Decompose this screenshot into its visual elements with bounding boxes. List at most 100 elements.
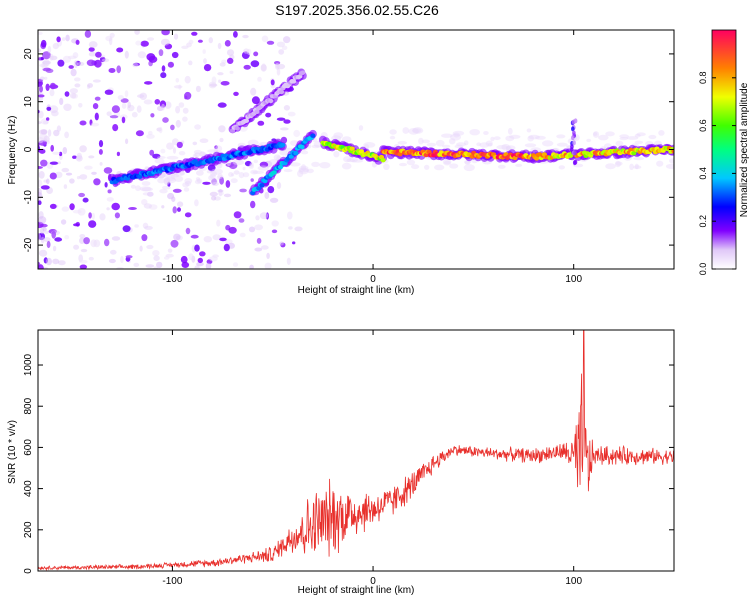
spectrogram-noise-blob [135,40,142,46]
spectrogram-noise-blob [167,61,174,68]
spectrogram-noise-blob [250,87,257,96]
spectrogram-haze-blob [346,158,356,163]
spectrogram-haze-blob [402,127,410,134]
spectrogram-noise-blob [250,60,260,68]
spectrogram-noise-blob [219,62,226,67]
spectrogram-noise-blob [125,255,133,259]
spectrogram-haze-blob [210,170,217,177]
spectrogram-noise-blob [78,192,85,198]
spectrogram-haze-blob [182,182,190,188]
spectrogram-noise-blob [261,63,267,71]
spectrogram-noise-blob [63,184,68,189]
spectrogram-noise-blob [203,236,212,243]
spectrogram-noise-blob [91,212,95,220]
spectrogram-noise-blob [79,237,85,244]
spectrogram-noise-blob [124,90,129,98]
spectrogram-haze-blob [333,151,340,158]
spectrogram-noise-blob [38,200,42,205]
spectrogram-haze-blob [493,136,501,141]
spectrogram-haze-blob [476,142,482,147]
spectrogram-haze-blob [363,142,376,148]
spectrogram-noise-blob [87,83,93,88]
spectrogram-haze-blob [184,178,193,184]
spectrogram-noise-blob [243,48,250,54]
spectrogram-haze-blob [434,164,445,171]
spectrogram-haze-blob [412,127,424,134]
spectrogram-noise-blob [220,81,230,86]
spectrogram-haze-blob [479,142,490,148]
spectrogram-noise-blob [69,88,78,94]
spectrogram-ridge-cell [243,118,249,123]
spectrogram-haze-blob [298,168,310,173]
spectrogram-haze-blob [142,192,151,196]
spectrogram-noise-blob [94,96,101,101]
spectrogram-noise-blob [79,120,87,126]
spectrogram-haze-blob [442,158,452,166]
spectrogram-haze-blob [634,133,641,138]
spectrogram-noise-blob [46,240,51,249]
spectrogram-noise-blob [83,237,90,245]
spectrogram-noise-blob [177,207,181,212]
spectrogram-haze-blob [605,163,616,170]
spectrogram-noise-blob [63,103,72,112]
spectrogram-noise-blob [175,105,181,114]
spectrogram-noise-blob [279,149,288,156]
spectrogram-ridge-cell [271,170,277,175]
spectrogram-noise-blob [73,244,80,250]
spectrogram-noise-blob [139,245,143,252]
snr-ytick-label: 800 [23,397,34,414]
spectrogram-noise-blob [91,171,97,175]
spectrogram-noise-blob [194,152,201,157]
spectrogram-haze-blob [311,144,320,149]
spectrogram-noise-blob [173,85,183,89]
spectrogram-haze-blob [199,151,205,157]
snr-plot-area [38,330,674,571]
spectrogram-ridge-cell [299,144,305,150]
spectrogram-noise-blob [121,116,126,124]
spectrogram-noise-blob [42,60,52,65]
spectrogram-noise-blob [74,83,81,88]
spectrogram-noise-blob [163,256,170,260]
spectrogram-noise-blob [287,111,296,117]
spectrogram-noise-blob [127,101,131,109]
spectrogram-haze-blob [209,173,216,179]
spectrogram-haze-blob [213,149,218,153]
spectrogram-haze-blob [399,162,407,167]
spectrogram-noise-blob [49,161,59,165]
spectrogram-noise-blob [131,111,138,118]
spectrogram-noise-blob [45,257,53,266]
spectrogram-haze-blob [558,165,565,170]
spectrogram-noise-blob [73,60,78,69]
spectrogram-noise-blob [214,145,218,149]
spectrogram-noise-blob [111,105,120,113]
spectrogram-haze-blob [139,186,152,192]
spectrogram-noise-blob [88,51,96,57]
spectrogram-noise-blob [80,248,88,253]
spectrogram-noise-blob [260,245,269,250]
spectrogram-haze-blob [448,138,456,145]
spectrogram-noise-blob [38,264,44,269]
spectrogram-noise-blob [114,212,120,219]
spectrogram-noise-blob [144,225,153,230]
spectrogram-noise-blob [194,199,199,207]
spectrogram-haze-blob [658,130,665,136]
spectrogram-noise-blob [45,83,50,92]
spectrogram-noise-blob [136,105,142,113]
spectrogram-ridge-cell [259,183,265,188]
spectrogram-haze-blob [453,132,460,138]
spectrogram-noise-blob [39,85,43,93]
spectrogram-noise-blob [116,65,121,74]
spectrogram-noise-blob [40,185,50,190]
spectrogram-noise-blob [185,227,191,235]
spectrogram-haze-blob [253,159,259,164]
spectrogram-haze-blob [389,129,397,135]
spectrogram-haze-blob [166,155,179,160]
spectrogram-xtick-label: 100 [565,274,582,285]
spectrogram-noise-blob [153,266,158,269]
snr-xtick-label: 100 [565,576,582,587]
spectrogram-haze-blob [130,184,136,189]
spectrogram-noise-blob [44,76,48,80]
spectrogram-noise-blob [219,137,224,143]
